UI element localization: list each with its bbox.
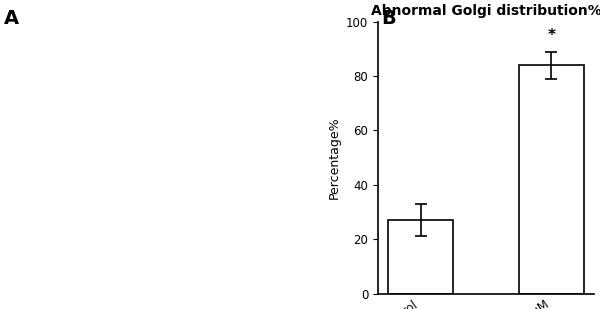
Bar bbox=[519, 65, 584, 294]
Text: A: A bbox=[4, 9, 19, 28]
Text: B: B bbox=[381, 9, 396, 28]
Y-axis label: Percentage%: Percentage% bbox=[328, 116, 340, 199]
Title: Abnormal Golgi distribution%: Abnormal Golgi distribution% bbox=[371, 4, 600, 18]
Bar bbox=[388, 220, 453, 294]
Text: *: * bbox=[547, 28, 556, 43]
